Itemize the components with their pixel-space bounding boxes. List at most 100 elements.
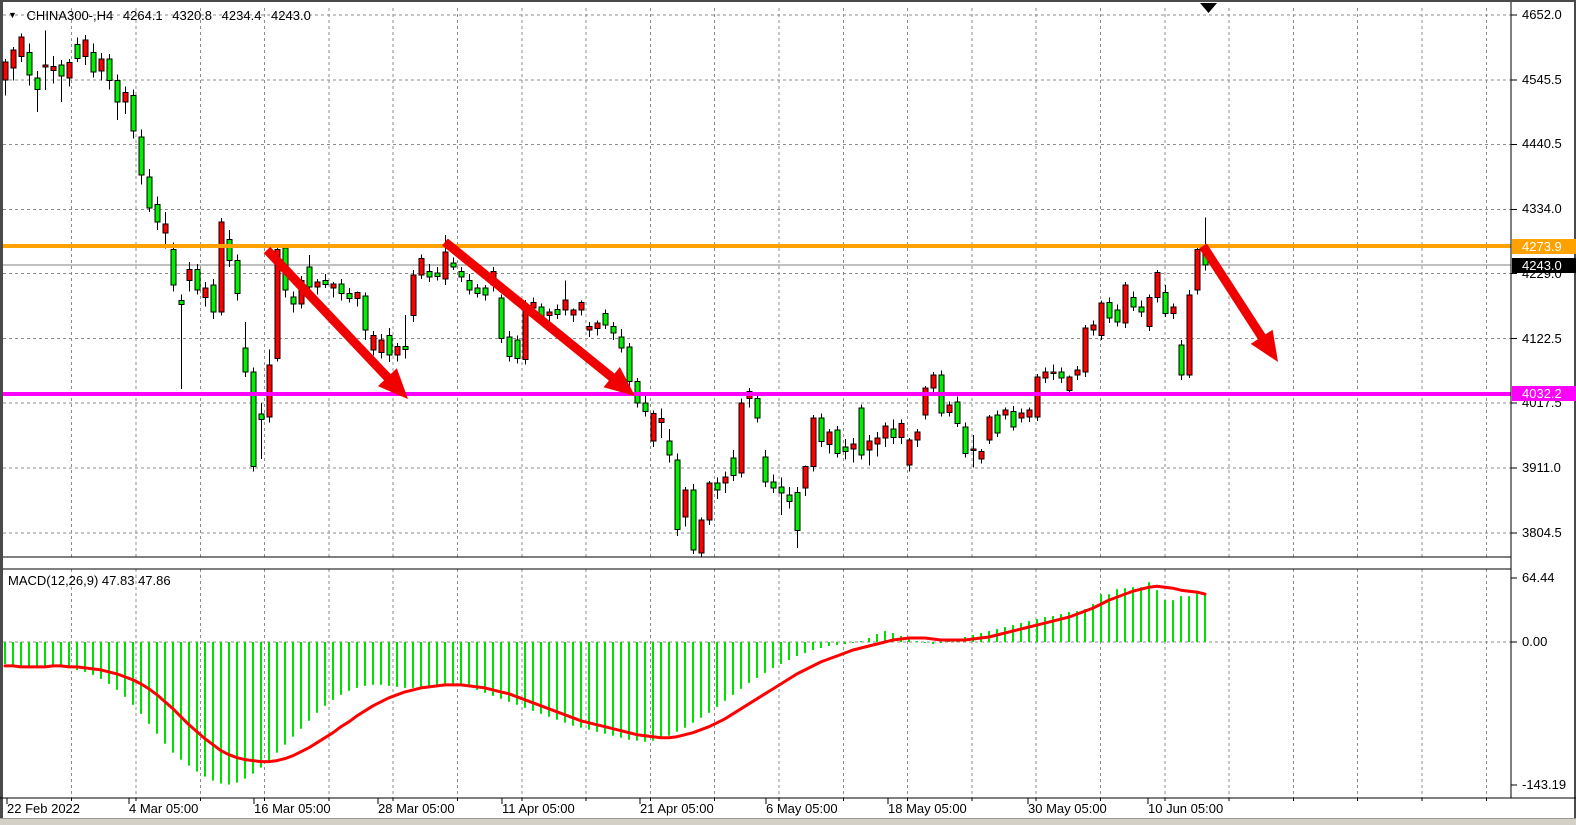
macd-bar — [308, 642, 310, 721]
bull-candle — [378, 339, 385, 353]
macd-bar — [300, 642, 302, 729]
bull-candle — [898, 422, 905, 438]
bull-candle — [970, 448, 977, 451]
bull-candle — [586, 326, 593, 331]
time-axis[interactable]: 22 Feb 2022 4 Mar 05:00 16 Mar 05:00 28 Mar… — [0, 798, 1576, 818]
close-value: 4243.0 — [271, 8, 311, 23]
bull-candle — [922, 387, 929, 416]
bull-candle — [1154, 271, 1161, 298]
macd-bar — [1124, 588, 1126, 642]
bear-candle — [242, 347, 249, 373]
bear-candle — [106, 58, 113, 81]
bull-candle — [18, 36, 25, 58]
macd-bar — [508, 642, 510, 702]
macd-bar — [1132, 587, 1134, 642]
bull-candle — [722, 476, 729, 484]
macd-bar — [36, 642, 38, 667]
macd-bar — [924, 642, 926, 643]
bear-candle — [954, 401, 961, 424]
macd-bar — [620, 642, 622, 738]
macd-bar — [12, 642, 14, 666]
bull-candle — [826, 431, 833, 446]
macd-bar — [556, 642, 558, 720]
bear-candle — [346, 293, 353, 300]
symbol-period-label: CHINA300-,H4 — [26, 8, 114, 23]
macd-bar — [676, 642, 678, 732]
macd-bar — [180, 642, 182, 760]
macd-bar — [452, 642, 454, 684]
bear-candle — [74, 43, 81, 59]
bull-candle — [594, 322, 601, 330]
macd-bar — [852, 642, 854, 643]
bear-candle — [506, 336, 513, 358]
price-axis-label: 4440.5 — [1522, 136, 1562, 152]
trend-arrow-shaft — [263, 246, 394, 384]
bear-candle — [482, 287, 489, 296]
macd-bar — [236, 642, 238, 783]
macd-bar — [1148, 582, 1150, 642]
macd-bar — [756, 642, 758, 678]
time-axis-label: 10 Jun 05:00 — [1148, 801, 1224, 816]
bull-candle — [1122, 284, 1129, 324]
macd-bar — [844, 642, 846, 644]
macd-bar — [780, 642, 782, 664]
macd-bar — [204, 642, 206, 777]
bull-candle — [354, 292, 361, 300]
bear-candle — [1138, 306, 1145, 313]
bear-candle — [962, 426, 969, 454]
high-value: 4320.8 — [172, 8, 213, 23]
bull-candle — [698, 519, 705, 554]
symbol-dropdown-icon[interactable]: ▼ — [8, 10, 17, 20]
bear-candle — [26, 51, 33, 76]
macd-bar — [828, 642, 830, 646]
bear-candle — [1058, 371, 1065, 379]
bear-candle — [498, 297, 505, 339]
macd-bar — [1052, 616, 1054, 642]
macd-bar — [380, 642, 382, 685]
bull-candle — [570, 309, 577, 316]
macd-bar — [132, 642, 134, 705]
bull-candle — [986, 416, 993, 441]
macd-bar — [836, 642, 838, 645]
macd-bar — [4, 642, 6, 664]
trend-arrow-head — [603, 367, 635, 396]
macd-bar — [324, 642, 326, 706]
bull-candle — [2, 61, 9, 81]
macd-bar — [28, 642, 30, 668]
bear-candle — [458, 271, 465, 278]
bear-candle — [690, 489, 697, 551]
macd-bar — [372, 642, 374, 685]
macd-bar — [468, 642, 470, 687]
macd-bar — [628, 642, 630, 740]
bull-candle — [418, 257, 425, 276]
macd-bar — [44, 642, 46, 666]
price-axis-label: 4122.5 — [1522, 330, 1562, 346]
macd-bar — [484, 642, 486, 693]
bear-candle — [146, 176, 153, 209]
macd-bar — [140, 642, 142, 714]
macd-bar — [1060, 614, 1062, 642]
price-axis-label: 4334.0 — [1522, 201, 1562, 217]
bear-candle — [818, 417, 825, 443]
macd-bar — [1076, 611, 1078, 642]
macd-bar — [364, 642, 366, 686]
macd-bar — [524, 642, 526, 708]
macd-bar — [652, 642, 654, 741]
macd-bar — [660, 642, 662, 739]
bear-candle — [210, 284, 217, 313]
macd-bar — [940, 642, 942, 643]
price-axis[interactable]: 4652.0 4545.5 4440.5 4334.0 4229.0 4122.5 4017… — [1512, 0, 1576, 798]
time-axis-label: 6 May 05:00 — [766, 801, 838, 816]
macd-bar — [292, 642, 294, 737]
bull-candle — [274, 249, 281, 360]
bear-candle — [58, 64, 65, 77]
macd-bar — [436, 642, 438, 685]
macd-bar — [1196, 591, 1198, 642]
bull-candle — [866, 440, 873, 451]
bull-candle — [914, 431, 921, 441]
macd-bar — [428, 642, 430, 686]
macd-bar — [868, 638, 870, 642]
macd-bar — [156, 642, 158, 734]
